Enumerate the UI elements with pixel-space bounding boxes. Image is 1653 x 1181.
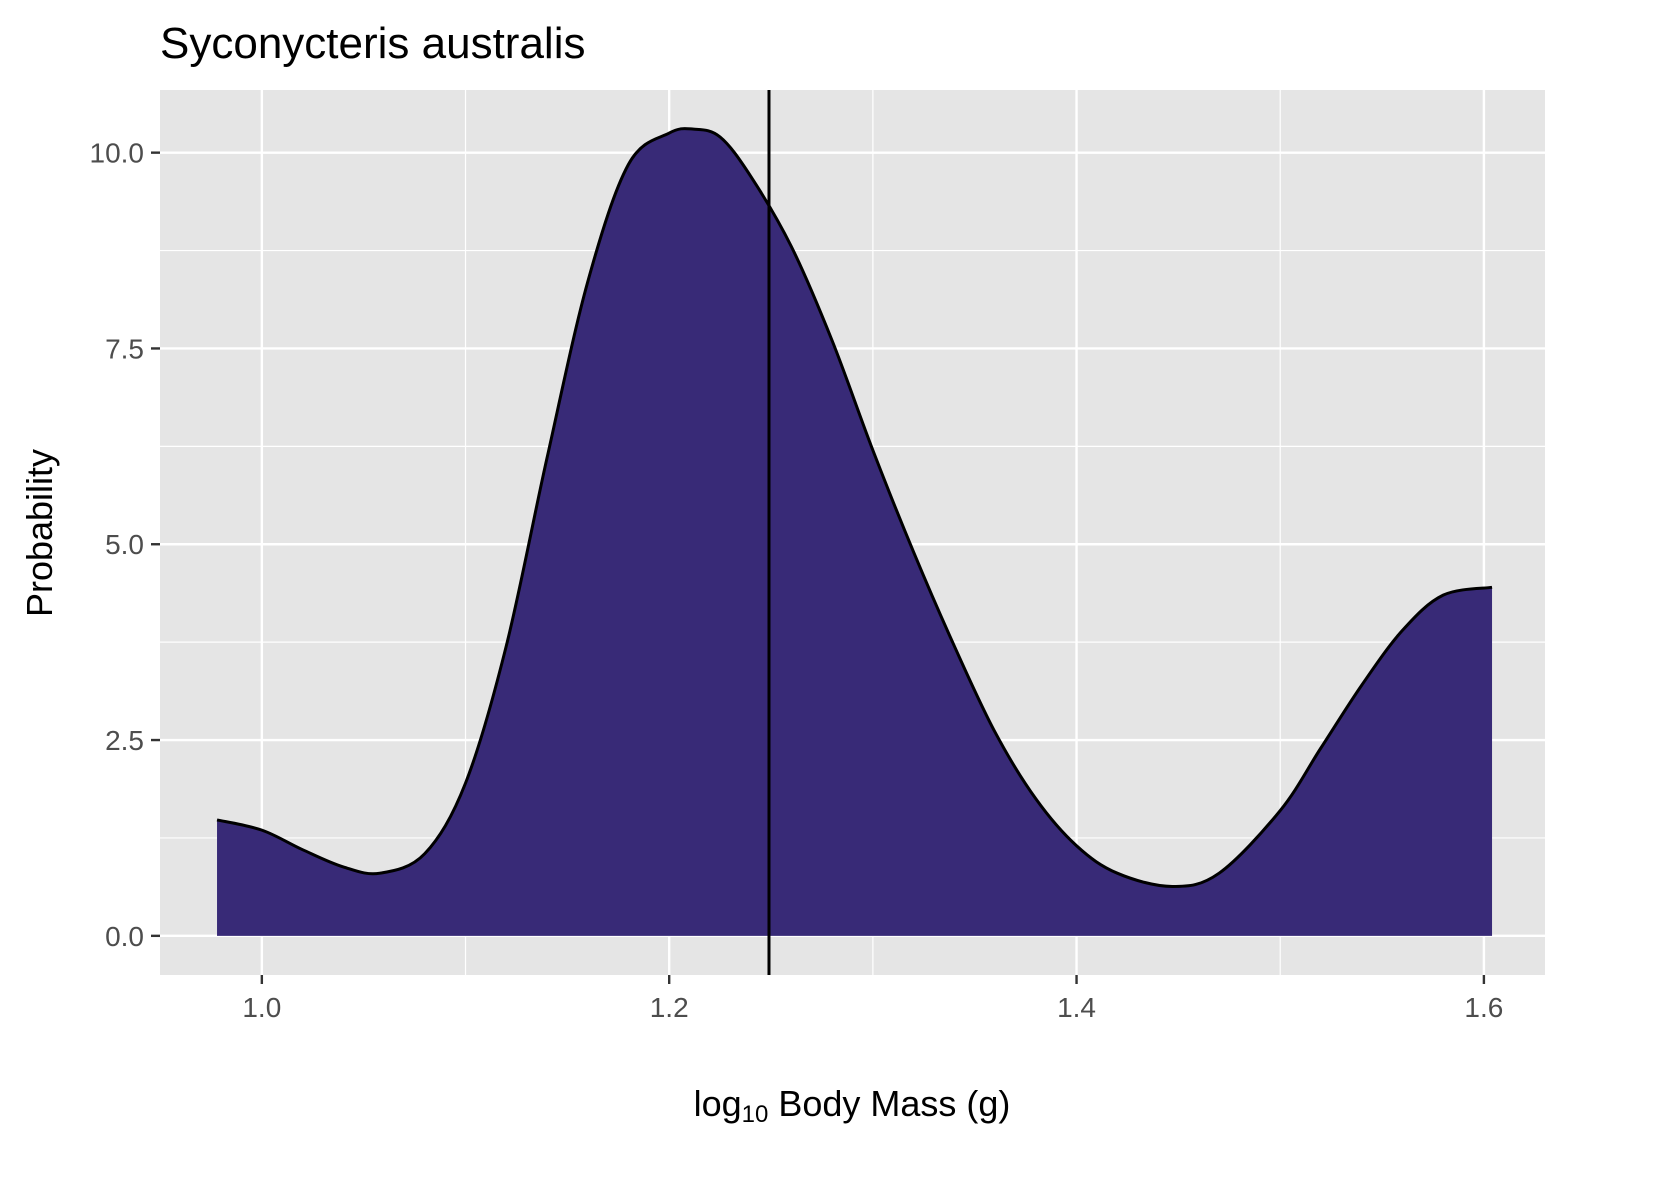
- x-axis-title-subscript: 10: [742, 1101, 769, 1128]
- plot-panel: [160, 90, 1545, 975]
- density-area: [217, 128, 1493, 936]
- x-axis: 1.0 1.2 1.4 1.6: [242, 975, 1503, 1023]
- x-axis-title: log10 Body Mass (g): [694, 1083, 1011, 1128]
- y-tick-label: 0.0: [105, 921, 144, 952]
- y-tick-label: 5.0: [105, 529, 144, 560]
- density-line: [216, 127, 1493, 889]
- x-tick-label: 1.4: [1057, 992, 1096, 1023]
- x-axis-title-prefix: log: [694, 1083, 742, 1124]
- chart-title: Syconycteris australis: [160, 19, 585, 68]
- y-tick-label: 7.5: [105, 333, 144, 364]
- x-tick-label: 1.6: [1464, 992, 1503, 1023]
- y-axis-title: Probability: [19, 449, 60, 617]
- y-tick-label: 10.0: [90, 138, 145, 169]
- y-axis: 0.0 2.5 5.0 7.5 10.0: [90, 138, 160, 952]
- x-tick-label: 1.2: [650, 992, 689, 1023]
- x-tick-label: 1.0: [242, 992, 281, 1023]
- x-axis-title-suffix: Body Mass (g): [768, 1083, 1010, 1124]
- y-tick-label: 2.5: [105, 725, 144, 756]
